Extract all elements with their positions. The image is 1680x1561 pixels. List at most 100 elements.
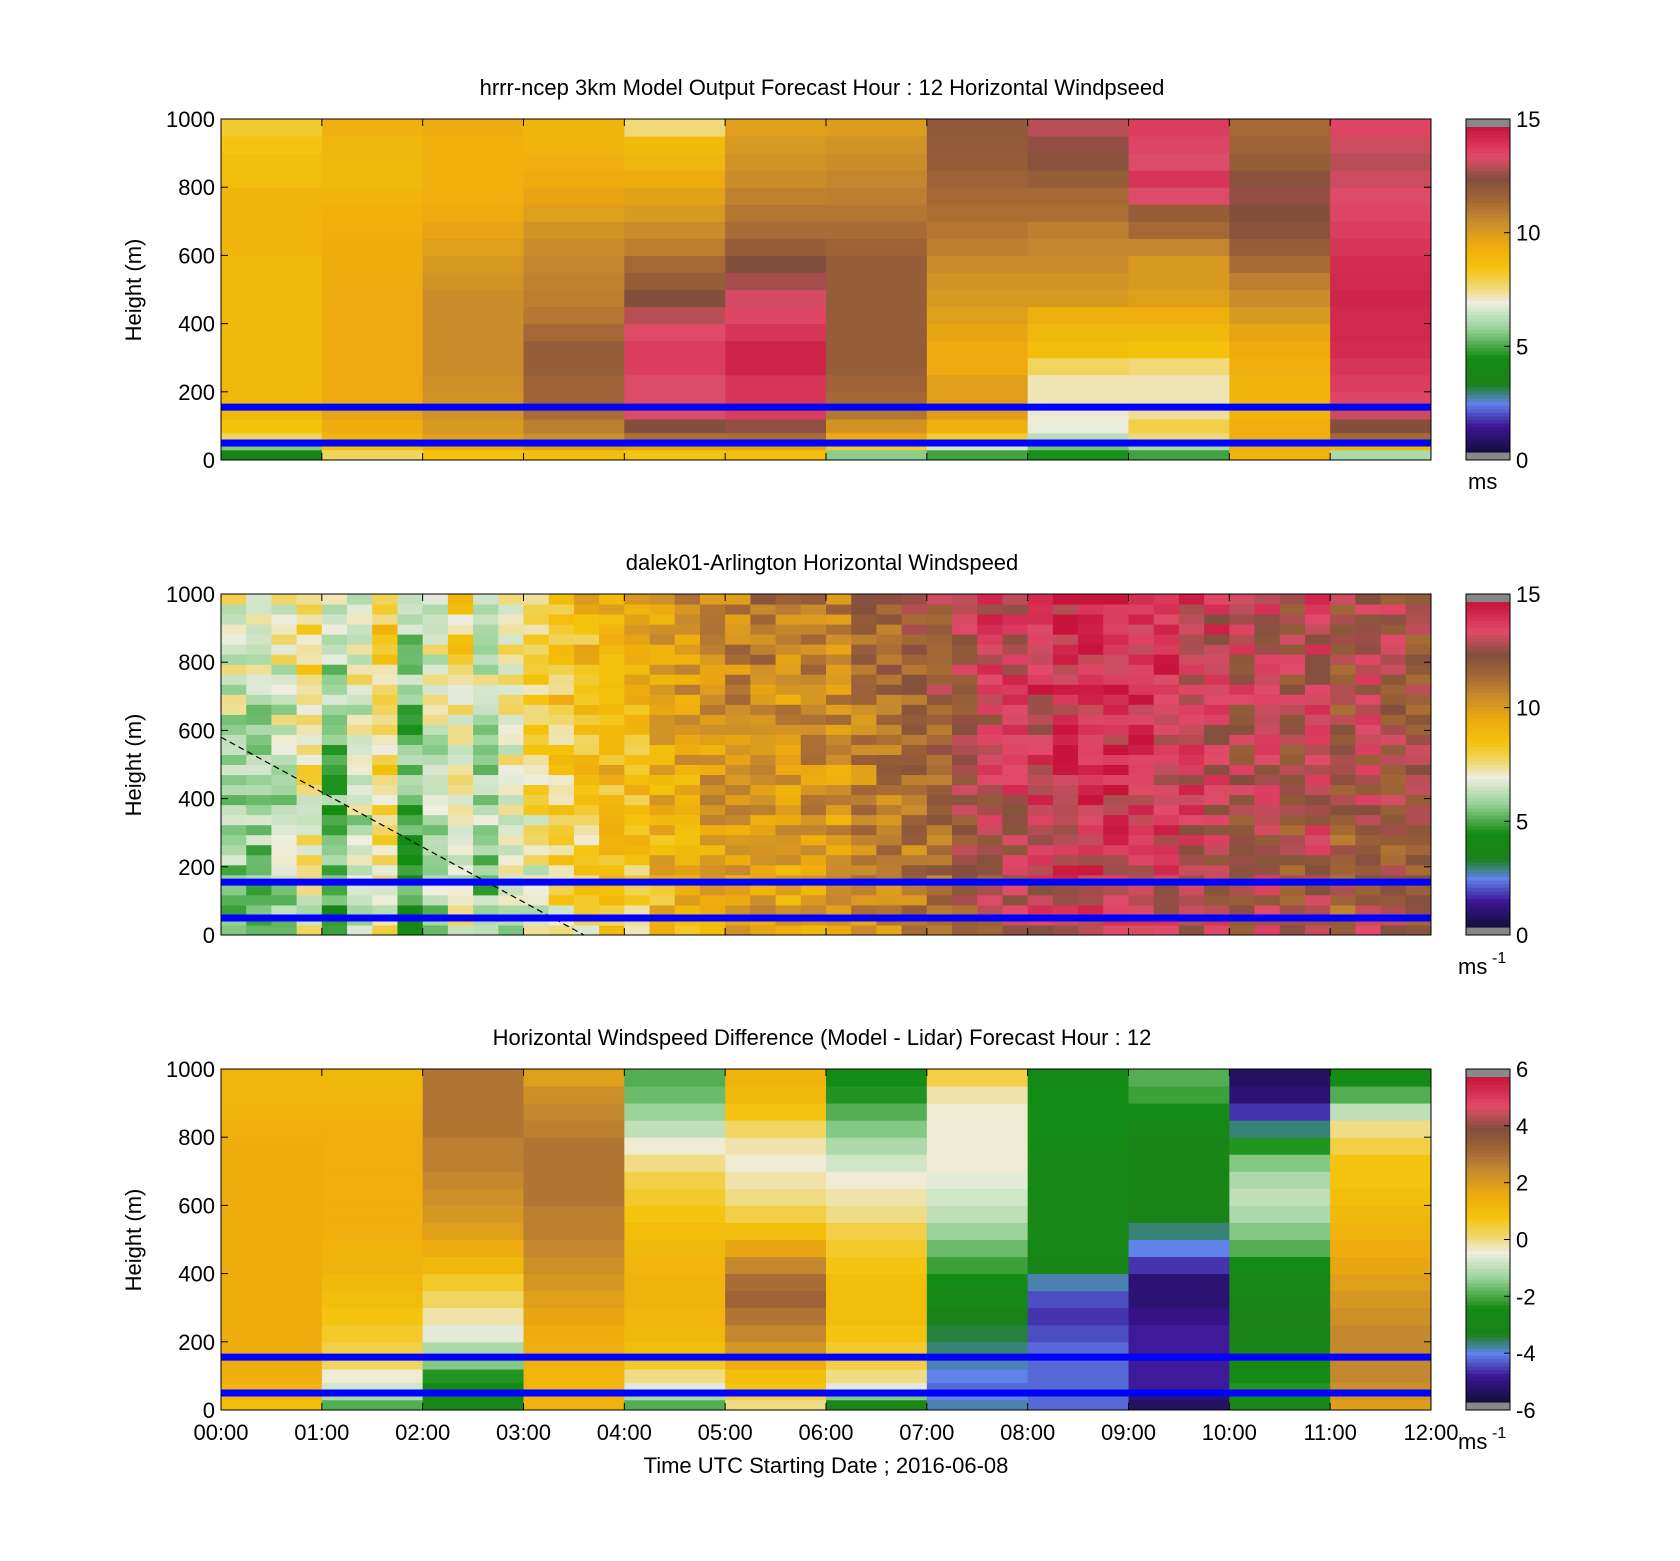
model-colorbar-swatch: [1466, 332, 1510, 338]
lidar-colorbar-unit: ms: [1458, 954, 1487, 979]
lidar-heatmap-cell: [1027, 614, 1054, 625]
lidar-heatmap-cell: [1078, 824, 1104, 836]
lidar-heatmap-cell: [1178, 634, 1205, 645]
lidar-heatmap-cell: [1254, 654, 1281, 665]
lidar-heatmap-cell: [674, 794, 701, 806]
model-colorbar-swatch: [1466, 253, 1510, 258]
difference-heatmap-cell: [221, 1290, 323, 1309]
lidar-heatmap-cell: [851, 904, 877, 916]
lidar-heatmap-cell: [1178, 904, 1205, 916]
lidar-heatmap-cell: [1153, 844, 1180, 856]
lidar-heatmap-cell: [1279, 624, 1306, 635]
lidar-heatmap-cell: [447, 924, 474, 936]
difference-heatmap-cell: [725, 1307, 827, 1326]
lidar-heatmap-cell: [876, 624, 903, 635]
lidar-heatmap-cell: [1304, 864, 1331, 876]
lidar-heatmap-cell: [1204, 684, 1230, 695]
lidar-heatmap-cell: [1103, 904, 1129, 916]
difference-colorbar-tick-label: 6: [1516, 1057, 1528, 1082]
lidar-heatmap-cell: [649, 924, 676, 936]
lidar-heatmap-cell: [977, 634, 1003, 645]
lidar-heatmap-cell: [851, 894, 877, 906]
lidar-heatmap-cell: [321, 714, 348, 725]
difference-heatmap-cell: [725, 1069, 827, 1087]
difference-heatmap-cell: [1128, 1273, 1230, 1292]
difference-heatmap-cell: [1330, 1205, 1432, 1223]
lidar-heatmap-cell: [1229, 704, 1256, 715]
lidar-heatmap-cell: [1204, 804, 1230, 816]
difference-heatmap-cell: [624, 1086, 726, 1104]
difference-colorbar-swatch: [1466, 1235, 1510, 1241]
lidar-heatmap-cell: [901, 884, 928, 896]
lidar-heatmap-cell: [750, 714, 777, 725]
difference-heatmap-cell: [1128, 1307, 1230, 1326]
difference-heatmap-cell: [826, 1188, 928, 1206]
difference-colorbar-tick-label: -4: [1516, 1341, 1536, 1366]
lidar-heatmap-cell: [548, 794, 575, 806]
lidar-heatmap-cell: [674, 624, 701, 635]
lidar-heatmap-cell: [1052, 694, 1079, 705]
lidar-heatmap-cell: [573, 704, 600, 715]
lidar-heatmap-cell: [372, 884, 398, 896]
lidar-heatmap-cell: [1380, 894, 1407, 906]
difference-colorbar-swatch: [1466, 1084, 1510, 1089]
model-heatmap-cell: [725, 221, 827, 239]
model-colorbar-swatch: [1466, 275, 1510, 280]
difference-heatmap-cell: [926, 1205, 1029, 1223]
model-heatmap-cell: [321, 238, 424, 256]
difference-heatmap-cell: [1128, 1171, 1230, 1189]
lidar-heatmap-cell: [1002, 754, 1029, 765]
lidar-heatmap-cell: [1304, 594, 1331, 605]
difference-x-tick-label: 05:00: [698, 1420, 753, 1445]
lidar-heatmap-cell: [649, 904, 676, 916]
lidar-heatmap-cell: [977, 704, 1003, 715]
model-colorbar-swatch: [1466, 231, 1510, 236]
lidar-heatmap-cell: [1052, 744, 1079, 755]
lidar-heatmap-cell: [674, 604, 701, 615]
difference-heatmap-cell: [1027, 1324, 1129, 1343]
difference-heatmap-cell: [1229, 1273, 1331, 1292]
lidar-heatmap-cell: [977, 724, 1003, 735]
difference-heatmap-cell: [422, 1120, 524, 1138]
model-heatmap-cell: [1330, 272, 1432, 290]
lidar-heatmap-cell: [1355, 654, 1382, 665]
lidar-heatmap-cell: [296, 754, 323, 765]
model-heatmap-cell: [523, 238, 625, 256]
model-heatmap-cell: [1027, 442, 1129, 451]
model-colorbar-swatch: [1466, 260, 1510, 265]
difference-heatmap-cell: [1229, 1120, 1331, 1138]
lidar-colorbar-swatch: [1466, 746, 1510, 751]
lidar-heatmap-cell: [876, 694, 903, 705]
lidar-colorbar-over: [1466, 594, 1510, 602]
difference-heatmap-cell: [624, 1103, 726, 1121]
lidar-heatmap-cell: [523, 854, 550, 866]
lidar-heatmap-cell: [775, 724, 802, 735]
lidar-heatmap-cell: [573, 604, 600, 615]
lidar-heatmap-cell: [1405, 644, 1432, 655]
model-heatmap-cell: [422, 323, 524, 342]
lidar-heatmap-cell: [321, 794, 348, 806]
lidar-heatmap-cell: [1229, 784, 1256, 796]
lidar-heatmap-cell: [775, 704, 802, 715]
lidar-heatmap-cell: [1330, 784, 1356, 796]
lidar-heatmap-cell: [523, 804, 550, 816]
lidar-heatmap-cell: [750, 694, 777, 705]
lidar-heatmap-cell: [1355, 754, 1382, 765]
lidar-heatmap-cell: [473, 814, 499, 826]
model-heatmap-cell: [1229, 323, 1331, 342]
model-heatmap-cell: [422, 170, 524, 188]
lidar-heatmap-cell: [826, 924, 852, 936]
lidar-heatmap-cell: [750, 674, 777, 685]
lidar-heatmap-cell: [1178, 724, 1205, 735]
lidar-heatmap-cell: [952, 854, 978, 866]
lidar-heatmap-cell: [1330, 594, 1356, 605]
lidar-heatmap-cell: [750, 704, 777, 715]
difference-heatmap-cell: [1330, 1273, 1432, 1292]
lidar-heatmap-cell: [725, 684, 751, 695]
lidar-heatmap-cell: [826, 614, 852, 625]
lidar-heatmap-cell: [826, 854, 852, 866]
lidar-heatmap-cell: [1204, 764, 1230, 776]
lidar-heatmap-cell: [1128, 634, 1155, 645]
lidar-heatmap-cell: [800, 674, 827, 685]
lidar-colorbar-swatch: [1466, 609, 1510, 614]
